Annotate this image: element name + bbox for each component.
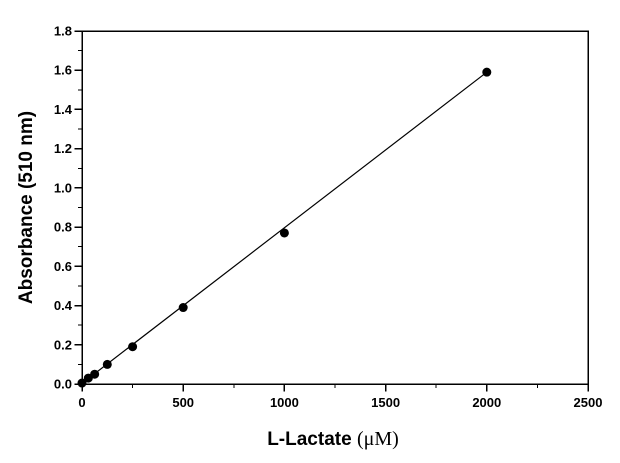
x-tick-label: 1000	[270, 395, 299, 410]
data-point	[178, 303, 188, 313]
y-tick-label: 0.0	[54, 377, 72, 392]
y-tick-label: 0.8	[54, 220, 72, 235]
y-tick-label: 0.6	[54, 259, 72, 274]
data-point	[279, 228, 289, 238]
x-tick-label: 1500	[371, 395, 400, 410]
data-point	[90, 369, 100, 379]
x-axis-title: L-Lactate (μM)	[267, 428, 399, 450]
y-tick-label: 1.0	[54, 180, 72, 195]
x-axis-title-main: L-Lactate	[267, 429, 357, 450]
y-tick-label: 0.4	[54, 298, 73, 313]
data-point	[77, 378, 87, 388]
x-tick-label: 2000	[472, 395, 501, 410]
x-tick-label: 0	[78, 395, 85, 410]
plot-layer: 0 500 1000 1500 2000 2500 0.0 0.2 0.4 0.6 0.8 1.0 1.…	[54, 24, 603, 411]
y-tick-label: 1.8	[54, 24, 72, 39]
x-axis-title-unit: (μM)	[357, 428, 399, 450]
data-point	[102, 359, 112, 369]
fit-line	[81, 71, 488, 384]
y-tick-label: 1.6	[54, 63, 72, 78]
data-point	[482, 67, 492, 77]
y-tick-label: 1.4	[54, 102, 73, 117]
y-axis-title: Absorbance (510 nm)	[16, 111, 37, 304]
y-tick-label: 0.2	[54, 337, 72, 352]
data-point	[128, 342, 138, 352]
y-tick-label: 1.2	[54, 141, 72, 156]
x-tick-label: 500	[172, 395, 194, 410]
x-tick-label: 2500	[574, 395, 603, 410]
plot-frame	[81, 30, 589, 385]
